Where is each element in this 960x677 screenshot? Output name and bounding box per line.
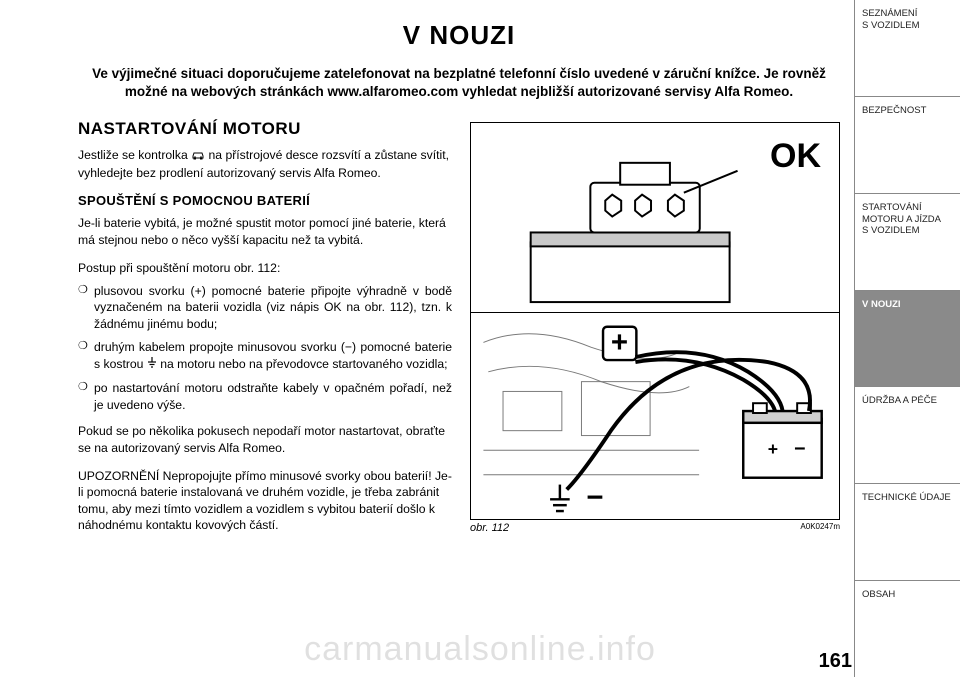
figure-battery-jump: OK [470, 122, 840, 520]
ok-label: OK [770, 137, 821, 176]
figure-number: obr. 112 [470, 522, 509, 534]
paragraph: Jestliže se kontrolka na přístrojové des… [78, 147, 452, 181]
subsection-heading: SPOUŠTĚNÍ S POMOCNOU BATERIÍ [78, 193, 452, 208]
section-tabs: SEZNÁMENÍ S VOZIDLEM BEZPEČNOST STARTOVÁ… [854, 0, 960, 677]
car-icon [191, 148, 205, 164]
text: Jestliže se kontrolka [78, 148, 191, 162]
figure-bottom-svg: + + − [471, 313, 839, 519]
tab-startovani[interactable]: STARTOVÁNÍ MOTORU A JÍZDA S VOZIDLEM [855, 194, 960, 291]
procedure-list: plusovou svorku (+) pomocné baterie přip… [78, 283, 452, 413]
ground-icon [147, 357, 157, 373]
tab-seznameni[interactable]: SEZNÁMENÍ S VOZIDLEM [855, 0, 960, 97]
figure-code: A0K0247m [800, 522, 840, 534]
section-heading: NASTARTOVÁNÍ MOTORU [78, 119, 452, 139]
list-item: druhým kabelem propojte minusovou svorku… [78, 339, 452, 373]
svg-text:+: + [611, 326, 628, 359]
tab-bezpecnost[interactable]: BEZPEČNOST [855, 97, 960, 194]
svg-text:−: − [794, 438, 805, 460]
figure-caption: obr. 112 A0K0247m [470, 520, 840, 534]
tab-udrzba[interactable]: ÚDRŽBA A PÉČE [855, 387, 960, 484]
tab-technicke[interactable]: TECHNICKÉ ÚDAJE [855, 484, 960, 581]
page-title: V NOUZI [78, 20, 840, 51]
page-number: 161 [819, 650, 852, 673]
intro-text: Ve výjimečné situaci doporučujeme zatele… [88, 65, 830, 101]
tab-v-nouzi[interactable]: V NOUZI [855, 291, 960, 388]
tab-obsah[interactable]: OBSAH [855, 581, 960, 677]
paragraph: Postup při spouštění motoru obr. 112: [78, 260, 452, 276]
svg-text:−: − [586, 481, 603, 514]
paragraph: Pokud se po několika pokusech nepodaří m… [78, 423, 452, 456]
list-item: plusovou svorku (+) pomocné baterie přip… [78, 283, 452, 332]
warning-paragraph: UPOZORNĚNÍ Nepropojujte přímo minusové s… [78, 468, 452, 534]
list-item: po nastartování motoru odstraňte kabely … [78, 380, 452, 413]
text: na motoru nebo na převodovce startovanéh… [157, 357, 448, 371]
svg-text:+: + [768, 439, 778, 459]
paragraph: Je-li baterie vybitá, je možné spustit m… [78, 215, 452, 248]
